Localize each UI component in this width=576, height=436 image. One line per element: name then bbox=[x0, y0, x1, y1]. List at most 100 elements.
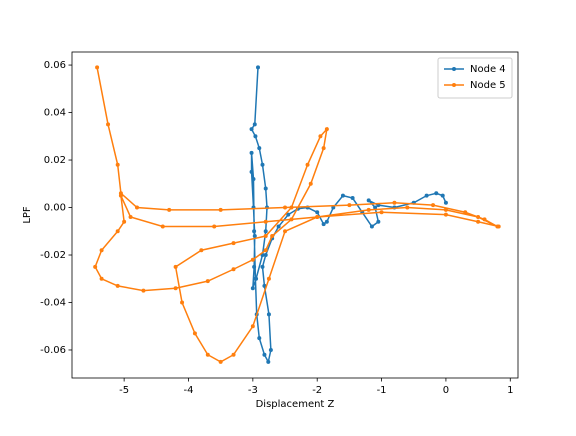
data-point bbox=[249, 169, 254, 174]
data-point bbox=[218, 359, 223, 364]
data-point bbox=[99, 276, 104, 281]
data-point bbox=[106, 122, 111, 127]
series-line bbox=[94, 67, 499, 363]
data-point bbox=[350, 196, 355, 201]
data-point bbox=[212, 224, 217, 229]
data-point bbox=[167, 207, 172, 212]
data-point bbox=[263, 253, 268, 258]
data-point bbox=[93, 264, 98, 269]
data-point bbox=[476, 215, 481, 220]
data-point bbox=[324, 219, 329, 224]
legend-label: Node 5 bbox=[470, 80, 506, 91]
data-point bbox=[482, 217, 487, 222]
data-point bbox=[218, 207, 223, 212]
y-tick-label: 0.00 bbox=[44, 203, 66, 214]
y-tick-label: 0.02 bbox=[44, 155, 66, 166]
data-point bbox=[379, 210, 384, 215]
y-axis-label: LPF bbox=[22, 206, 33, 224]
data-point bbox=[255, 65, 260, 70]
data-point bbox=[318, 134, 323, 139]
data-point bbox=[324, 127, 329, 132]
data-point bbox=[199, 248, 204, 253]
data-point bbox=[252, 234, 257, 239]
data-point bbox=[192, 331, 197, 336]
data-point bbox=[231, 267, 236, 272]
data-point bbox=[369, 224, 374, 229]
data-point bbox=[263, 248, 268, 253]
data-point bbox=[286, 212, 291, 217]
data-point bbox=[270, 234, 275, 239]
data-point bbox=[231, 352, 236, 357]
data-point bbox=[252, 122, 257, 127]
data-point bbox=[315, 210, 320, 215]
data-point bbox=[118, 193, 123, 198]
data-point bbox=[135, 205, 140, 210]
data-point bbox=[263, 219, 268, 224]
data-point bbox=[257, 336, 262, 341]
data-point bbox=[115, 229, 120, 234]
data-point bbox=[376, 219, 381, 224]
x-tick-label: -2 bbox=[312, 385, 322, 396]
data-point bbox=[160, 224, 165, 229]
data-point bbox=[115, 162, 120, 167]
data-point bbox=[266, 359, 271, 364]
data-point bbox=[463, 210, 468, 215]
y-tick-label: -0.04 bbox=[40, 297, 66, 308]
data-point bbox=[305, 162, 310, 167]
legend-box bbox=[437, 57, 513, 99]
data-point bbox=[308, 181, 313, 186]
data-point bbox=[253, 276, 258, 281]
data-point bbox=[340, 193, 345, 198]
data-point bbox=[99, 248, 104, 253]
data-point bbox=[173, 264, 178, 269]
legend-marker bbox=[452, 67, 456, 71]
data-point bbox=[373, 205, 378, 210]
data-point bbox=[122, 219, 127, 224]
data-point bbox=[443, 207, 448, 212]
data-point bbox=[262, 352, 267, 357]
data-point bbox=[283, 205, 288, 210]
data-point bbox=[266, 276, 271, 281]
x-axis-label: Displacement Z bbox=[256, 399, 335, 410]
y-tick-label: -0.02 bbox=[40, 250, 66, 261]
data-point bbox=[205, 279, 210, 284]
y-tick-label: -0.06 bbox=[40, 345, 66, 356]
data-point bbox=[289, 217, 294, 222]
data-point bbox=[434, 191, 439, 196]
x-tick-label: 1 bbox=[507, 385, 513, 396]
data-point bbox=[315, 215, 320, 220]
data-point bbox=[141, 288, 146, 293]
data-point bbox=[424, 193, 429, 198]
data-point bbox=[496, 224, 501, 229]
data-point bbox=[128, 215, 133, 220]
data-point bbox=[440, 193, 445, 198]
data-point bbox=[250, 324, 255, 329]
data-point bbox=[115, 283, 120, 288]
data-point bbox=[263, 229, 268, 234]
data-point bbox=[260, 162, 265, 167]
plot-frame bbox=[71, 51, 519, 379]
data-point bbox=[266, 312, 271, 317]
data-point bbox=[249, 127, 254, 132]
data-point bbox=[260, 264, 265, 269]
data-point bbox=[95, 65, 100, 70]
y-tick-label: 0.06 bbox=[44, 60, 66, 71]
x-tick-label: -5 bbox=[119, 385, 129, 396]
data-point bbox=[443, 200, 448, 205]
data-point bbox=[250, 257, 255, 262]
legend-marker bbox=[452, 83, 456, 87]
data-point bbox=[443, 212, 448, 217]
legend-label: Node 4 bbox=[470, 64, 506, 75]
data-point bbox=[321, 146, 326, 151]
data-point bbox=[366, 207, 371, 212]
data-point bbox=[252, 264, 257, 269]
data-point bbox=[231, 241, 236, 246]
x-tick-label: -4 bbox=[183, 385, 193, 396]
data-point bbox=[263, 234, 268, 239]
y-tick-label: 0.04 bbox=[44, 108, 66, 119]
series-line bbox=[250, 67, 447, 364]
data-point bbox=[289, 205, 294, 210]
data-point bbox=[321, 222, 326, 227]
data-point bbox=[205, 352, 210, 357]
data-point bbox=[180, 300, 185, 305]
